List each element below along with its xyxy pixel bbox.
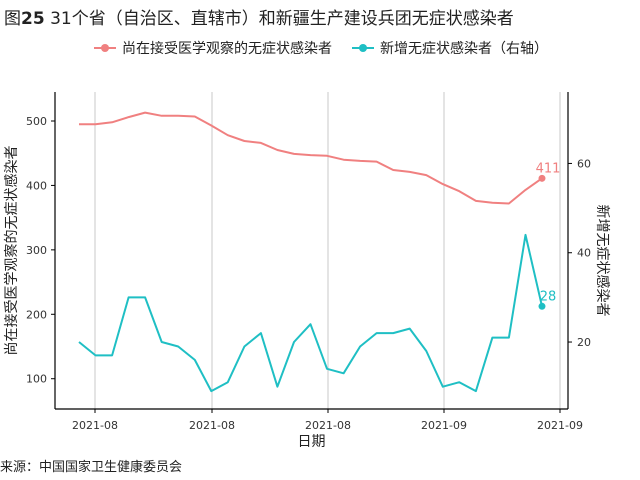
y-tick-label-right: 40 [577,247,591,260]
legend-item-right: 新增无症状感染者（右轴） [350,38,548,58]
x-tick-label: 2021-08 [305,419,351,432]
y-tick-label-left: 200 [26,308,47,321]
title-text: 31个省（自治区、直辖市）和新疆生产建设兵团无症状感染者 [44,9,514,29]
y-axis-title-right: 新增无症状感染者 [594,205,611,317]
y-tick-label-left: 500 [26,115,47,128]
x-tick-label: 2021-08 [189,419,235,432]
legend-label-left: 尚在接受医学观察的无症状感染者 [122,41,332,57]
source-note: 来源：中国国家卫生健康委员会 [0,460,183,475]
y-tick-label-left: 100 [26,373,47,386]
y-tick-label-right: 60 [577,157,591,170]
legend-label-right: 新增无症状感染者（右轴） [380,41,548,57]
y-tick-label-right: 20 [577,336,591,349]
legend: 尚在接受医学观察的无症状感染者 新增无症状感染者（右轴） [0,38,640,58]
series-end-label-right: 28 [540,289,557,304]
y-tick-label-left: 400 [26,179,47,192]
title-prefix: 图 [4,9,21,29]
x-tick-label: 2021-09 [421,419,467,432]
y-tick-label-left: 300 [26,244,47,257]
legend-swatch-right [350,41,376,55]
series-end-point-left [538,174,546,182]
title-number: 25 [21,9,45,29]
x-tick-label: 2021-08 [72,419,118,432]
series-line-right [78,233,543,393]
legend-swatch-left [92,41,118,55]
y-axis-title-left: 尚在接受医学观察的无症状感染者 [3,146,20,356]
series-end-label-left: 411 [536,161,561,176]
x-axis-title: 日期 [298,434,326,450]
series-end-point-right [538,302,546,310]
chart-title: 图25 31个省（自治区、直辖市）和新疆生产建设兵团无症状感染者 [4,4,514,29]
legend-item-left: 尚在接受医学观察的无症状感染者 [92,38,332,58]
x-tick-label: 2021-09 [537,419,583,432]
series-line-left [79,111,543,205]
